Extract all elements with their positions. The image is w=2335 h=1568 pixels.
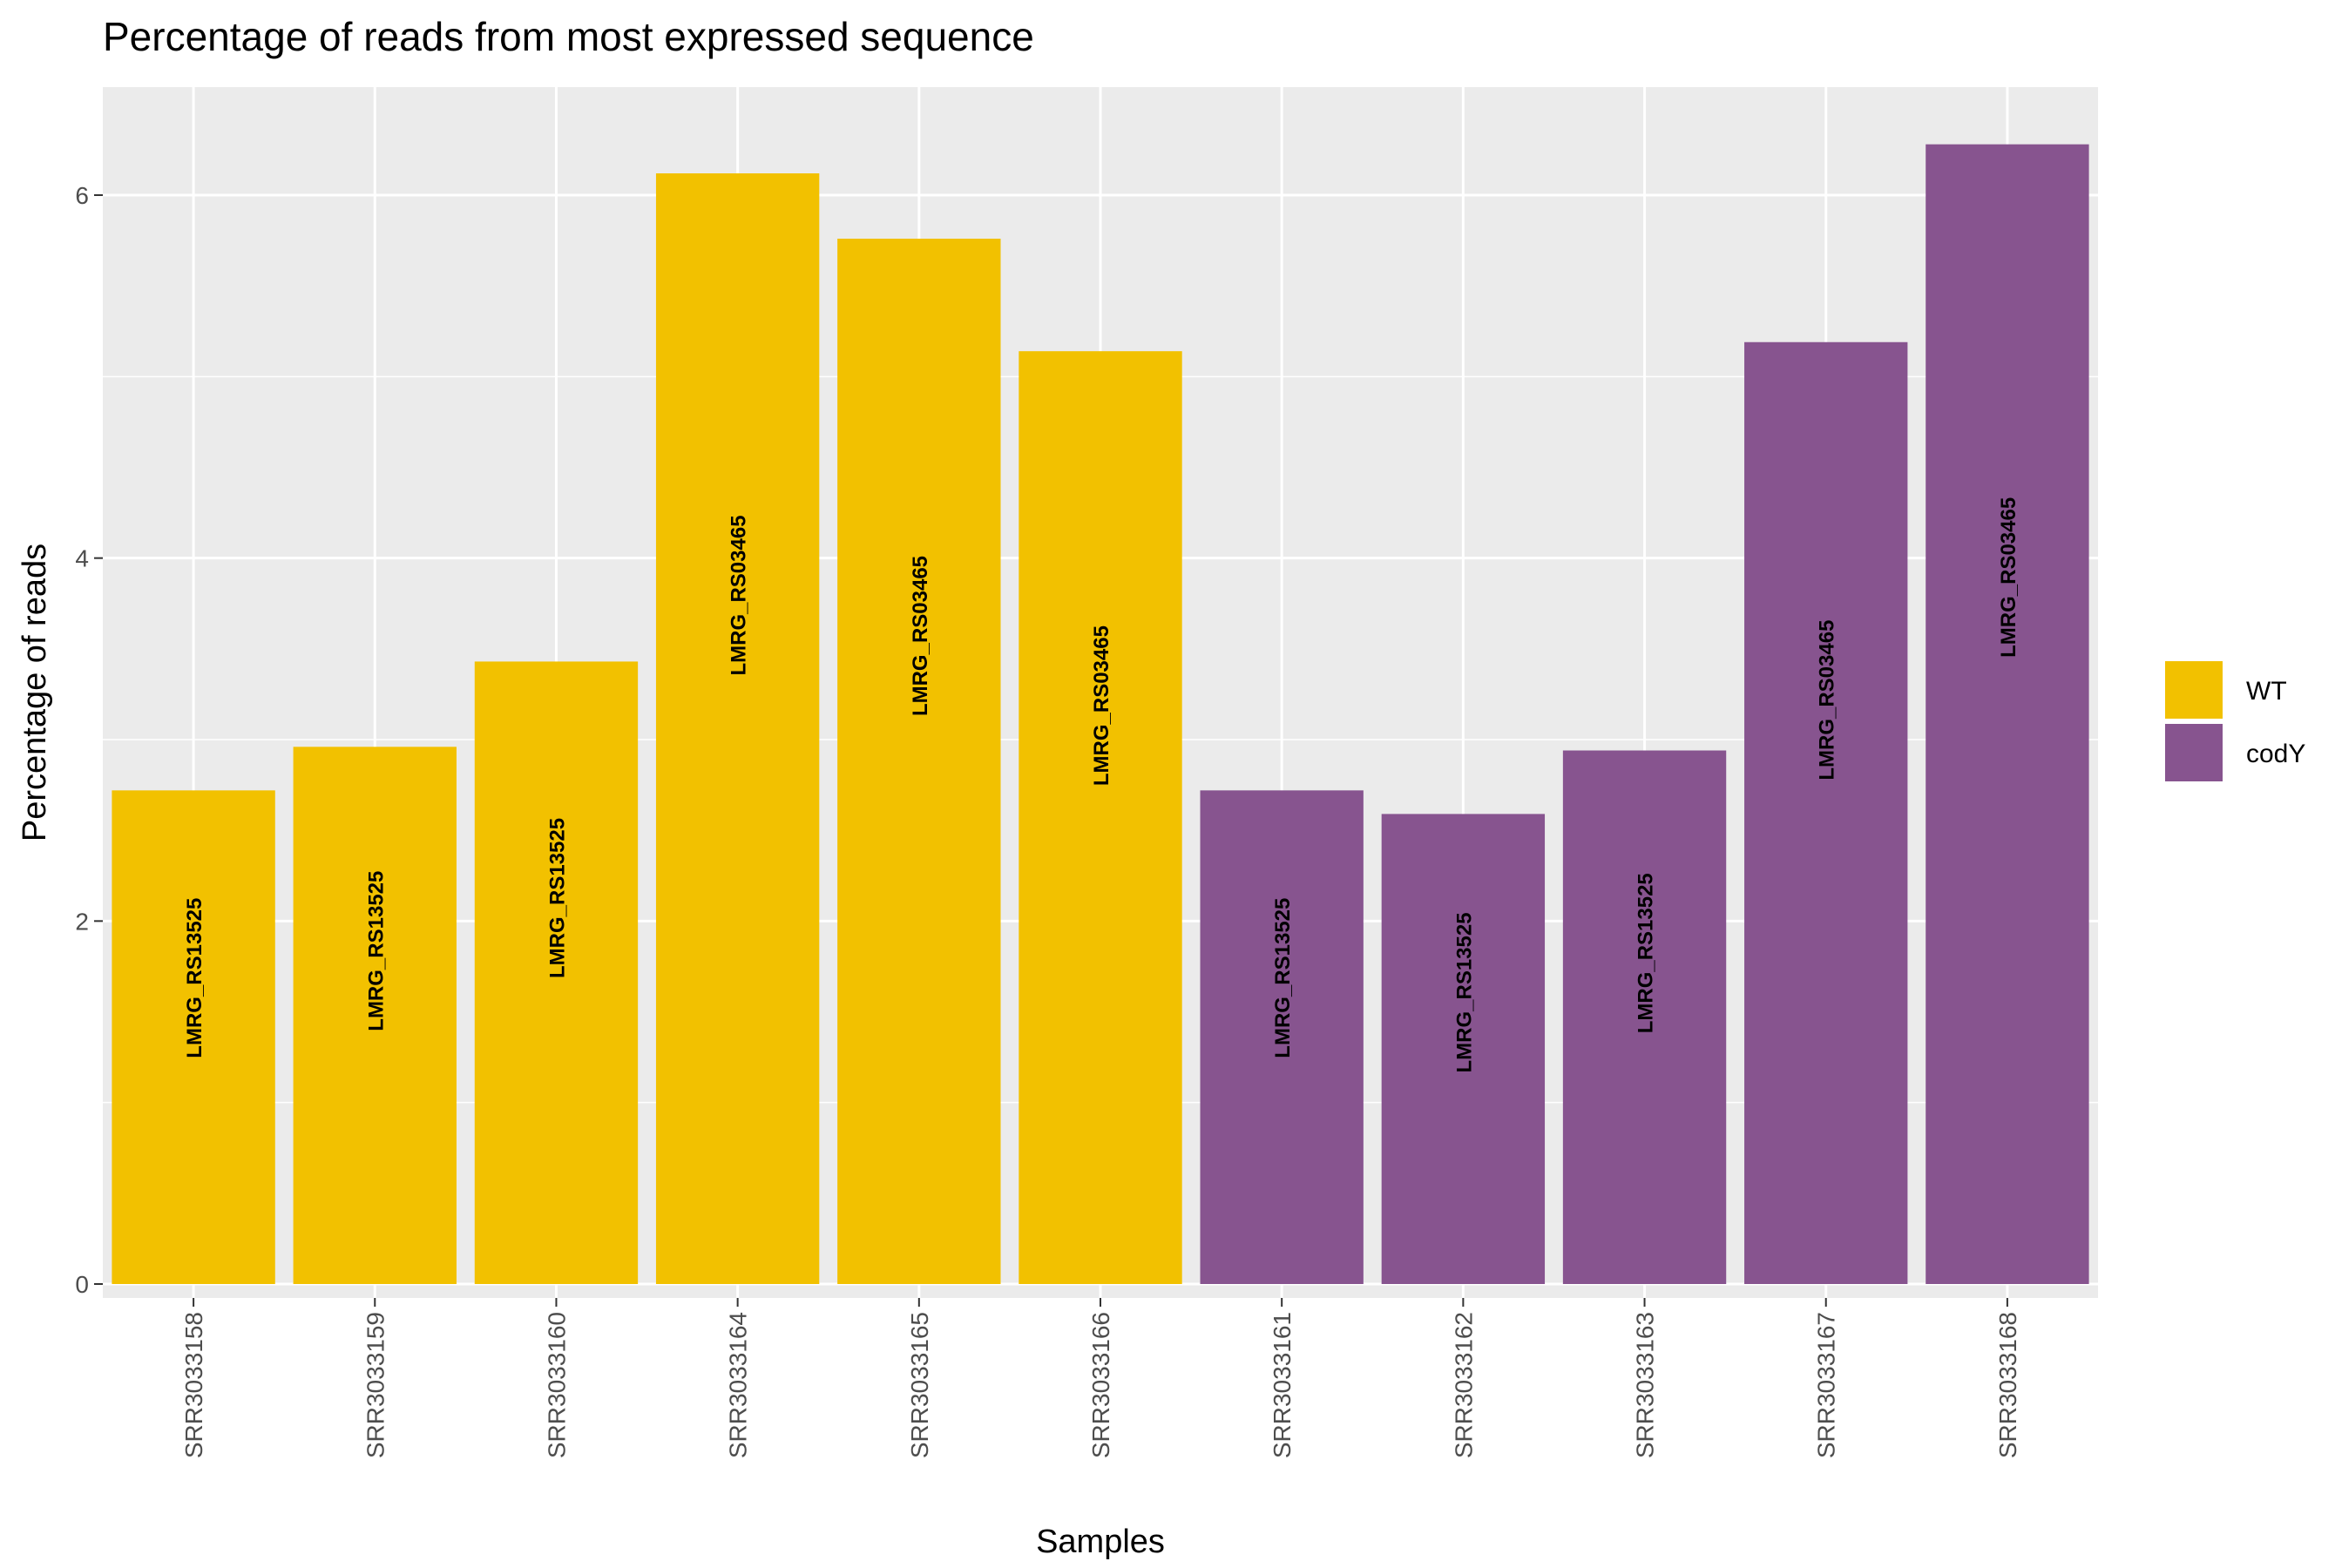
- bar-label: LMRG_RS13525: [1271, 898, 1295, 1058]
- x-tick-label: SRR3033161: [1269, 1312, 1296, 1458]
- bar-SRR3033159: [293, 747, 457, 1284]
- bar-label: LMRG_RS03465: [1816, 620, 1839, 781]
- legend-label: codY: [2246, 740, 2305, 768]
- x-tick-label: SRR3033164: [725, 1312, 752, 1458]
- bar-SRR3033164: [655, 173, 820, 1284]
- bar-labels: LMRG_RS13525 LMRG_RS13525 LMRG_RS13525 LMRG…: [183, 497, 2020, 1073]
- bar-SRR3033158: [112, 790, 275, 1284]
- x-tick-label: SRR3033159: [362, 1312, 389, 1458]
- legend-label: WT: [2246, 677, 2287, 706]
- bar-SRR3033161: [1200, 790, 1364, 1284]
- bar-label: LMRG_RS13525: [1452, 912, 1476, 1072]
- legend-key: [2163, 722, 2224, 783]
- y-tick-label: 2: [75, 908, 89, 935]
- bar-label: LMRG_RS03465: [1090, 625, 1113, 786]
- bar-label: LMRG_RS13525: [364, 871, 388, 1031]
- bar-label: LMRG_RS13525: [1634, 873, 1658, 1033]
- y-tick-label: 4: [75, 545, 89, 572]
- x-tick-label: SRR3033168: [1994, 1312, 2021, 1458]
- bar-SRR3033166: [1019, 351, 1182, 1285]
- y-axis: 0 2 4 6: [75, 182, 103, 1298]
- bar-label: LMRG_RS03465: [1997, 497, 2020, 658]
- x-axis: SRR3033158 SRR3033159 SRR3033160 SRR3033164…: [180, 1298, 2021, 1458]
- x-tick-label: SRR3033158: [180, 1312, 207, 1458]
- x-tick-label: SRR3033165: [906, 1312, 933, 1458]
- x-tick-label: SRR3033166: [1087, 1312, 1114, 1458]
- bar-SRR3033163: [1562, 750, 1727, 1284]
- y-tick-label: 0: [75, 1271, 89, 1298]
- bar-label: LMRG_RS13525: [183, 898, 206, 1058]
- bar-label: LMRG_RS03465: [909, 556, 932, 716]
- legend: WT codY: [2163, 659, 2305, 783]
- x-tick-label: SRR3033162: [1450, 1312, 1477, 1458]
- bar-label: LMRG_RS13525: [545, 818, 569, 978]
- bar-SRR3033168: [1926, 144, 2089, 1285]
- y-tick-label: 6: [75, 182, 89, 209]
- bar-SRR3033162: [1381, 814, 1546, 1284]
- legend-key: [2163, 659, 2224, 720]
- x-tick-label: SRR3033167: [1813, 1312, 1840, 1458]
- bar-SRR3033167: [1744, 341, 1908, 1284]
- y-axis-title: Percentage of reads: [17, 544, 53, 841]
- x-tick-label: SRR3033163: [1632, 1312, 1659, 1458]
- bar-SRR3033165: [837, 239, 1001, 1284]
- bar-SRR3033160: [474, 661, 639, 1284]
- x-tick-label: SRR3033160: [543, 1312, 570, 1458]
- x-axis-title: Samples: [1036, 1524, 1165, 1560]
- chart-title: Percentage of reads from most expressed …: [103, 14, 1034, 59]
- bar-label: LMRG_RS03465: [728, 515, 751, 675]
- bars: [112, 144, 2089, 1285]
